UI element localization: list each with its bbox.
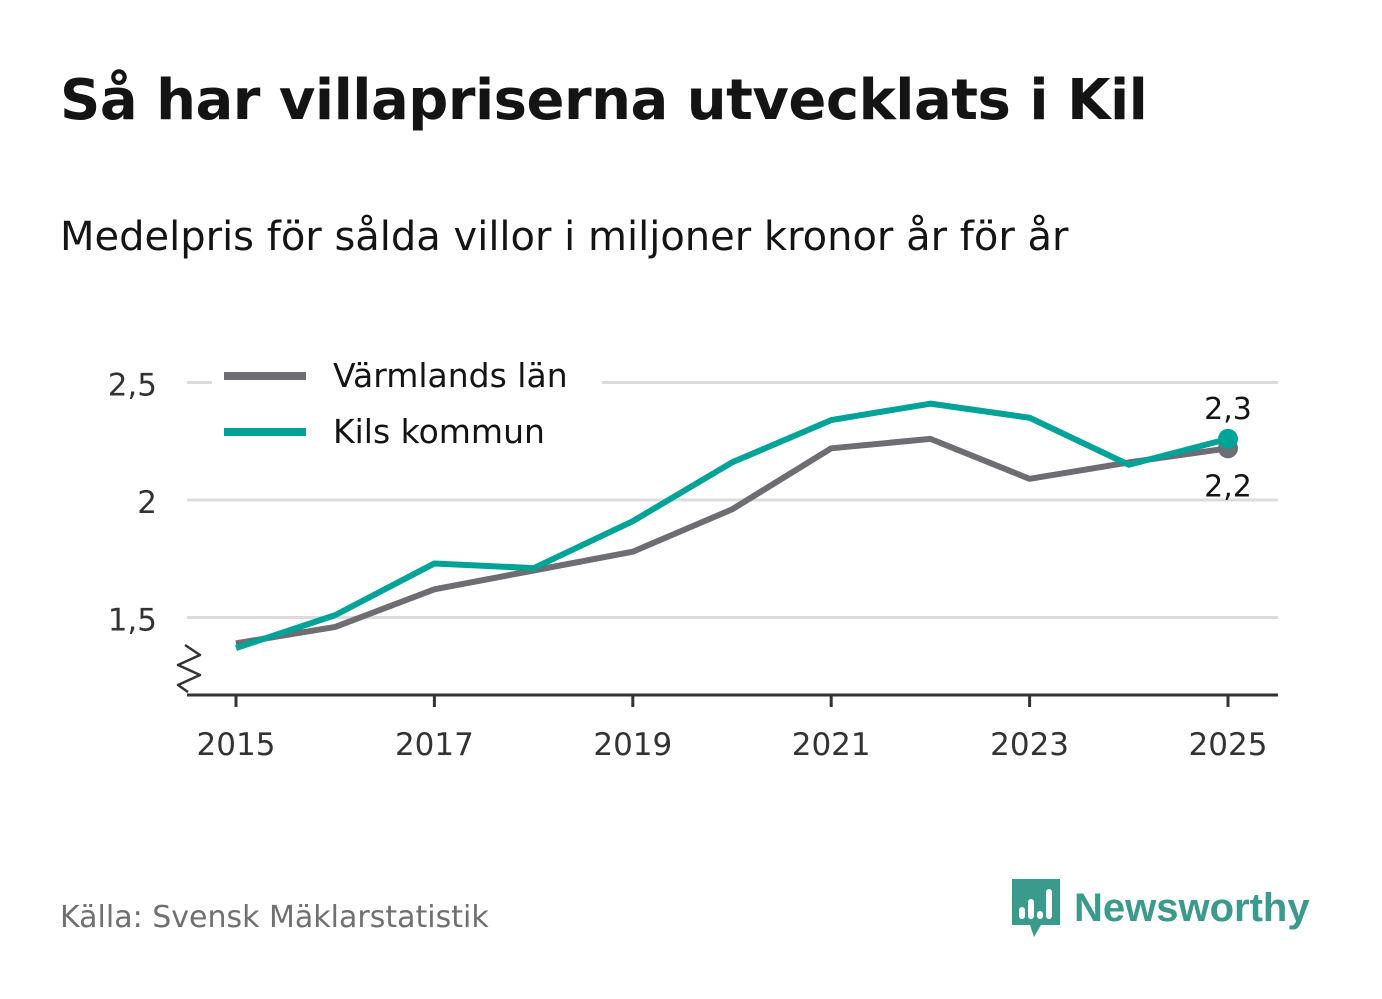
- end-value-label: 2,2: [1204, 469, 1252, 504]
- brand-name: Newsworthy: [1074, 885, 1310, 930]
- chart-bubble-icon: [1012, 879, 1060, 937]
- x-tick-label: 2017: [395, 727, 474, 763]
- series-line: [235, 435, 1229, 647]
- y-tick-label: 2,5: [108, 368, 157, 404]
- legend-background: [212, 350, 602, 460]
- x-tick-label: 2021: [792, 727, 871, 763]
- x-tick-label: 2025: [1189, 727, 1268, 763]
- x-tick-label: 2019: [593, 727, 672, 763]
- chart-title: Så har villapriserna utvecklats i Kil: [60, 68, 1148, 133]
- line-chart: 1,5 2 2,5 2015 2017 2019 2021 2023 2025 Värmlands…: [107, 350, 1278, 763]
- chart-subtitle: Medelpris för sålda villor i miljoner kr…: [60, 214, 1069, 260]
- series-line: [235, 400, 1229, 651]
- brand-logo: Newsworthy: [1010, 876, 1310, 940]
- y-tick-label: 1,5: [108, 603, 157, 639]
- x-tick-label: 2023: [990, 727, 1069, 763]
- legend-label: Kils kommun: [333, 412, 545, 451]
- source-note: Källa: Svensk Mäklarstatistik: [60, 900, 489, 935]
- legend-label: Värmlands län: [333, 356, 568, 395]
- x-tick-label: 2015: [197, 727, 276, 763]
- end-value-label: 2,3: [1204, 392, 1252, 427]
- y-tick-label: 2: [137, 485, 157, 521]
- axis-break-icon: [176, 643, 202, 694]
- end-point-marker: [1218, 428, 1238, 449]
